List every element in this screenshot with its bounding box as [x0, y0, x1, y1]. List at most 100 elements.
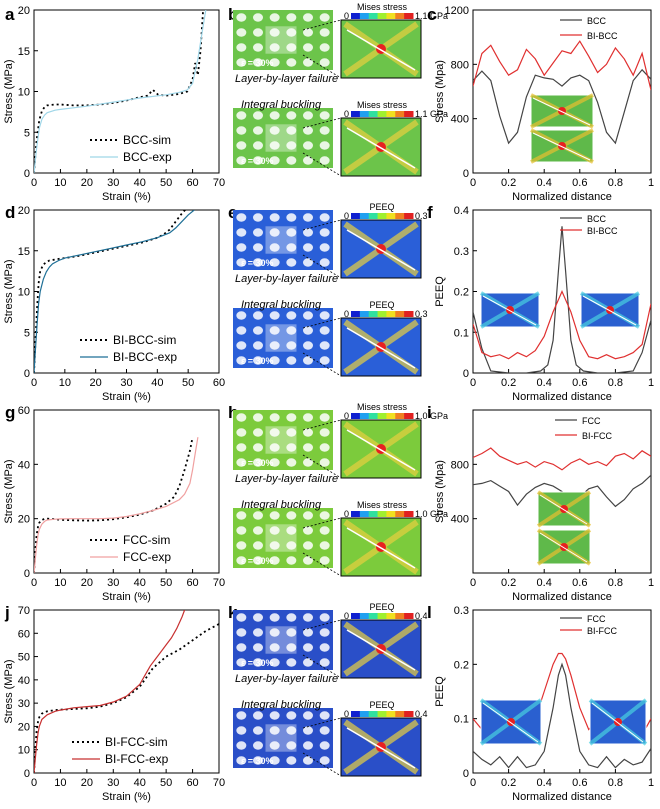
series-line-BI-BCC-exp	[34, 210, 195, 373]
x-tick-label: 0.6	[572, 577, 587, 589]
colorbar-title: PEEQ	[369, 602, 394, 612]
zoom-connector	[302, 454, 342, 479]
legend-entry: BCC	[587, 214, 607, 224]
x-tick-label: 0	[470, 377, 476, 389]
legend-entry: FCC-sim	[123, 533, 170, 547]
y-tick-label: 0	[463, 368, 469, 380]
x-tick-label: 0.8	[608, 577, 623, 589]
series-line-BCC-sim	[34, 10, 204, 173]
colorbar-max: 1.0 GPa	[415, 509, 448, 519]
y-tick-label: 5	[24, 327, 30, 339]
panel-label-j: j	[4, 603, 10, 622]
panel-label-l: l	[427, 603, 432, 622]
zoom-connector	[302, 654, 342, 679]
x-tick-label: 1	[648, 177, 654, 189]
simulation-panel: PEEQ 0 0.3 ε = 30% PEEQ 0 0.3 ε = 30% Layer-by-l…	[233, 202, 428, 377]
failure-mode-caption: Integral buckling	[241, 699, 322, 711]
zoom-image	[340, 117, 422, 177]
x-axis-label: Normalized distance	[512, 391, 612, 403]
colorbar-min: 0	[344, 411, 349, 421]
x-tick-label: 0.6	[572, 177, 587, 189]
y-tick-label: 20	[18, 5, 30, 17]
x-tick-label: 1	[648, 377, 654, 389]
colorbar-title: Mises stress	[357, 402, 408, 412]
zoom-connector	[302, 152, 342, 177]
zoom-connector	[302, 517, 342, 529]
series-line-BI-BCC	[473, 40, 651, 91]
axes-frame	[33, 409, 220, 574]
legend-entry: BI-FCC-exp	[105, 752, 169, 766]
failure-mode-caption: Integral buckling	[241, 299, 322, 311]
colorbar-min: 0	[344, 309, 349, 319]
y-tick-label: 10	[18, 745, 30, 757]
zoom-image	[340, 219, 422, 279]
y-tick-label: 1200	[445, 5, 469, 17]
series-line-BI-BCC-sim	[34, 210, 186, 373]
x-axis-label: Strain (%)	[102, 591, 151, 603]
y-axis-label: PEEQ	[434, 676, 446, 707]
colorbar	[351, 111, 414, 117]
x-tick-label: 10	[54, 777, 66, 789]
x-tick-label: 60	[186, 577, 198, 589]
x-axis-label: Strain (%)	[102, 391, 151, 403]
zoom-image	[340, 19, 422, 79]
lattice-image	[233, 508, 333, 568]
colorbar-min: 0	[344, 11, 349, 21]
y-tick-label: 400	[451, 514, 469, 526]
x-axis-label: Normalized distance	[512, 791, 612, 803]
lattice-image	[233, 708, 333, 768]
y-tick-label: 0.4	[454, 205, 469, 217]
y-tick-label: 70	[18, 605, 30, 617]
x-tick-label: 40	[134, 577, 146, 589]
axes-frame	[472, 609, 652, 774]
zoom-connector	[302, 352, 342, 377]
x-tick-label: 60	[186, 777, 198, 789]
colorbar-min: 0	[344, 611, 349, 621]
legend-entry: FCC-exp	[123, 550, 171, 564]
y-tick-label: 0.3	[454, 605, 469, 617]
inset-image	[588, 698, 648, 746]
axes-frame	[472, 9, 652, 174]
zoom-connector	[302, 19, 342, 31]
x-tick-label: 0	[470, 177, 476, 189]
x-tick-label: 70	[213, 177, 225, 189]
series-line-FCC-exp	[34, 437, 199, 573]
legend-entry: BCC-sim	[123, 133, 171, 147]
series-line-BI-FCC-sim	[34, 623, 219, 773]
x-axis-label: Normalized distance	[512, 191, 612, 203]
y-tick-label: 800	[451, 459, 469, 471]
inset-image	[536, 490, 592, 528]
y-tick-label: 0	[24, 368, 30, 380]
colorbar	[351, 511, 414, 517]
legend-entry: FCC	[582, 416, 601, 426]
x-tick-label: 0	[470, 577, 476, 589]
y-axis-label: Stress (MPa)	[3, 459, 15, 523]
legend-entry: FCC	[587, 614, 606, 624]
colorbar-max: 1.1 GPa	[415, 109, 448, 119]
x-tick-label: 0	[470, 777, 476, 789]
failure-mode-caption: Layer-by-layer failure	[235, 673, 338, 685]
series-line-FCC	[473, 662, 651, 769]
y-axis-label: PEEQ	[434, 276, 446, 307]
y-axis-label: Stress (MPa)	[3, 259, 15, 323]
axes-frame	[33, 209, 220, 374]
strain-label: ε = 30%	[241, 556, 274, 566]
x-tick-label: 0.2	[501, 177, 516, 189]
y-tick-label: 20	[18, 205, 30, 217]
inset-image	[530, 93, 594, 129]
strain-label: ε = 30%	[241, 258, 274, 268]
chart-g: 0 10 20 30 40 50 60 70 0 20 40 60 Strain (%) Stress (…	[3, 405, 225, 603]
y-tick-label: 10	[18, 287, 30, 299]
x-tick-label: 30	[120, 377, 132, 389]
colorbar-min: 0	[344, 709, 349, 719]
x-tick-label: 20	[90, 377, 102, 389]
y-tick-label: 400	[451, 114, 469, 126]
failure-mode-caption: Layer-by-layer failure	[235, 73, 338, 85]
inset-image	[536, 528, 592, 566]
axes-frame	[33, 9, 220, 174]
legend-entry: BI-FCC-sim	[105, 735, 168, 749]
colorbar-title: PEEQ	[369, 700, 394, 710]
x-tick-label: 60	[213, 377, 225, 389]
chart-c: 0 0.2 0.4 0.6 0.8 1 0 400 800 1200 Normalized dist…	[434, 5, 654, 203]
series-line-BI-BCC	[473, 289, 651, 360]
